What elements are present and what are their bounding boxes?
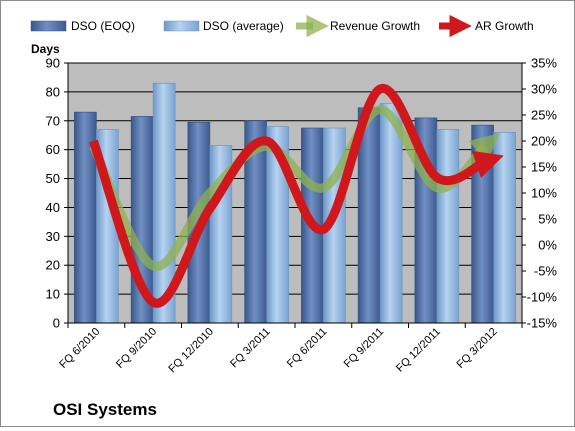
growth-lines	[89, 84, 504, 308]
y2-tick-label: -10%	[527, 290, 558, 305]
y-tick-label: 30	[46, 229, 60, 244]
x-tick-label: FQ 9/2010	[114, 326, 159, 371]
y-tick-label: 0	[53, 316, 60, 331]
y2-tick-label: 0%	[538, 238, 557, 253]
y2-tick-label: 25%	[531, 108, 557, 123]
y-tick-label: 90	[46, 56, 60, 71]
y2-tick-label: -15%	[527, 316, 558, 331]
y-tick-label: 10	[46, 287, 60, 302]
legend-label-dso-avg: DSO (average)	[203, 19, 284, 33]
y2-tick-label: 30%	[531, 82, 557, 97]
x-tick-label: FQ 6/2011	[285, 326, 330, 371]
y-tick-label: 50	[46, 171, 60, 186]
x-axis-ticks: FQ 6/2010 FQ 9/2010 FQ 12/2010 FQ 3/2011 FQ …	[57, 326, 499, 376]
legend-label-revenue-growth: Revenue Growth	[330, 19, 420, 33]
bar-dso-avg	[436, 129, 460, 324]
y2-tick-label: 20%	[531, 134, 557, 149]
legend-item-dso-avg: DSO (average)	[163, 19, 284, 33]
company-name: OSI Systems	[53, 400, 157, 419]
line-ar-growth	[89, 84, 504, 308]
legend-label-ar-growth: AR Growth	[475, 19, 534, 33]
y2-tick-label: 10%	[531, 186, 557, 201]
y-tick-label: 60	[46, 142, 60, 157]
legend-item-ar-growth: AR Growth	[439, 14, 534, 38]
legend-swatch-dso-eoq	[30, 20, 67, 32]
y-axis-title: Days	[31, 42, 60, 56]
line-revenue-growth	[89, 105, 500, 271]
y2-tick-label: 15%	[531, 160, 557, 175]
legend-item-dso-eoq: DSO (EOQ)	[30, 19, 135, 33]
x-tick-label: FQ 6/2010	[57, 326, 102, 371]
y-tick-label: 40	[46, 200, 60, 215]
bar-dso-avg	[493, 132, 516, 324]
y-tick-label: 70	[46, 113, 60, 128]
x-tick-label: FQ 3/2011	[228, 326, 273, 371]
x-tick-label: FQ 9/2011	[342, 326, 387, 371]
y2-axis-ticks: -15% -10% -5% 0% 5% 10% 15% 20% 25% 30% 35%	[522, 56, 557, 331]
x-tick-label: FQ 3/2012	[455, 326, 500, 371]
y2-tick-label: 35%	[531, 56, 557, 71]
y2-tick-label: -5%	[534, 264, 558, 279]
y-tick-label: 20	[46, 258, 60, 273]
y-tick-label: 80	[46, 84, 60, 99]
legend-label-dso-eoq: DSO (EOQ)	[71, 19, 135, 33]
legend: DSO (EOQ) DSO (average) Revenue Growth A…	[30, 14, 534, 38]
x-tick-label: FQ 12/2010	[166, 326, 216, 376]
legend-item-revenue-growth: Revenue Growth	[296, 14, 420, 38]
legend-swatch-dso-avg	[163, 20, 200, 32]
y2-tick-label: 5%	[538, 212, 557, 227]
x-tick-label: FQ 12/2011	[394, 326, 443, 375]
y-axis-ticks: 0 10 20 30 40 50 60 70 80 90	[46, 56, 68, 331]
